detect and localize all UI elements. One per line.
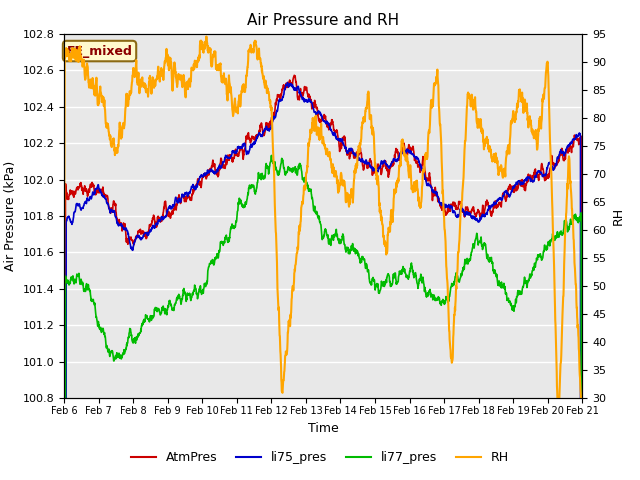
AtmPres [205, 170, 212, 176]
Y-axis label: Air Pressure (kPa): Air Pressure (kPa) [4, 161, 17, 271]
li77_pres [474, 237, 481, 242]
RH [547, 167, 555, 173]
RH [205, 45, 212, 51]
RH [349, 191, 357, 196]
X-axis label: Time: Time [308, 421, 339, 434]
Text: EE_mixed: EE_mixed [67, 45, 132, 58]
Line: RH: RH [64, 36, 582, 398]
li75_pres [205, 169, 212, 175]
li75_pres [349, 151, 357, 156]
li77_pres [205, 264, 212, 270]
Y-axis label: RH: RH [612, 207, 625, 225]
li77_pres [547, 238, 555, 243]
li75_pres [474, 219, 481, 225]
RH [533, 141, 541, 146]
li75_pres [338, 138, 346, 144]
RH [554, 396, 561, 401]
AtmPres [349, 151, 357, 156]
li75_pres [533, 170, 541, 176]
li75_pres [547, 162, 555, 168]
li75_pres [284, 80, 291, 85]
AtmPres [291, 72, 298, 78]
li77_pres [533, 256, 541, 262]
AtmPres [474, 209, 481, 215]
AtmPres [533, 173, 541, 179]
RH [338, 181, 346, 187]
Line: li77_pres: li77_pres [64, 156, 582, 480]
li77_pres [268, 153, 275, 158]
AtmPres [338, 142, 346, 147]
RH [579, 396, 586, 401]
RH [474, 125, 481, 131]
AtmPres [547, 164, 555, 169]
Line: li75_pres: li75_pres [64, 83, 582, 480]
RH [202, 34, 210, 39]
Title: Air Pressure and RH: Air Pressure and RH [247, 13, 399, 28]
li77_pres [338, 237, 346, 242]
Line: AtmPres: AtmPres [64, 75, 582, 480]
RH [60, 305, 68, 311]
li77_pres [349, 246, 357, 252]
Legend: AtmPres, li75_pres, li77_pres, RH: AtmPres, li75_pres, li77_pres, RH [125, 446, 515, 469]
